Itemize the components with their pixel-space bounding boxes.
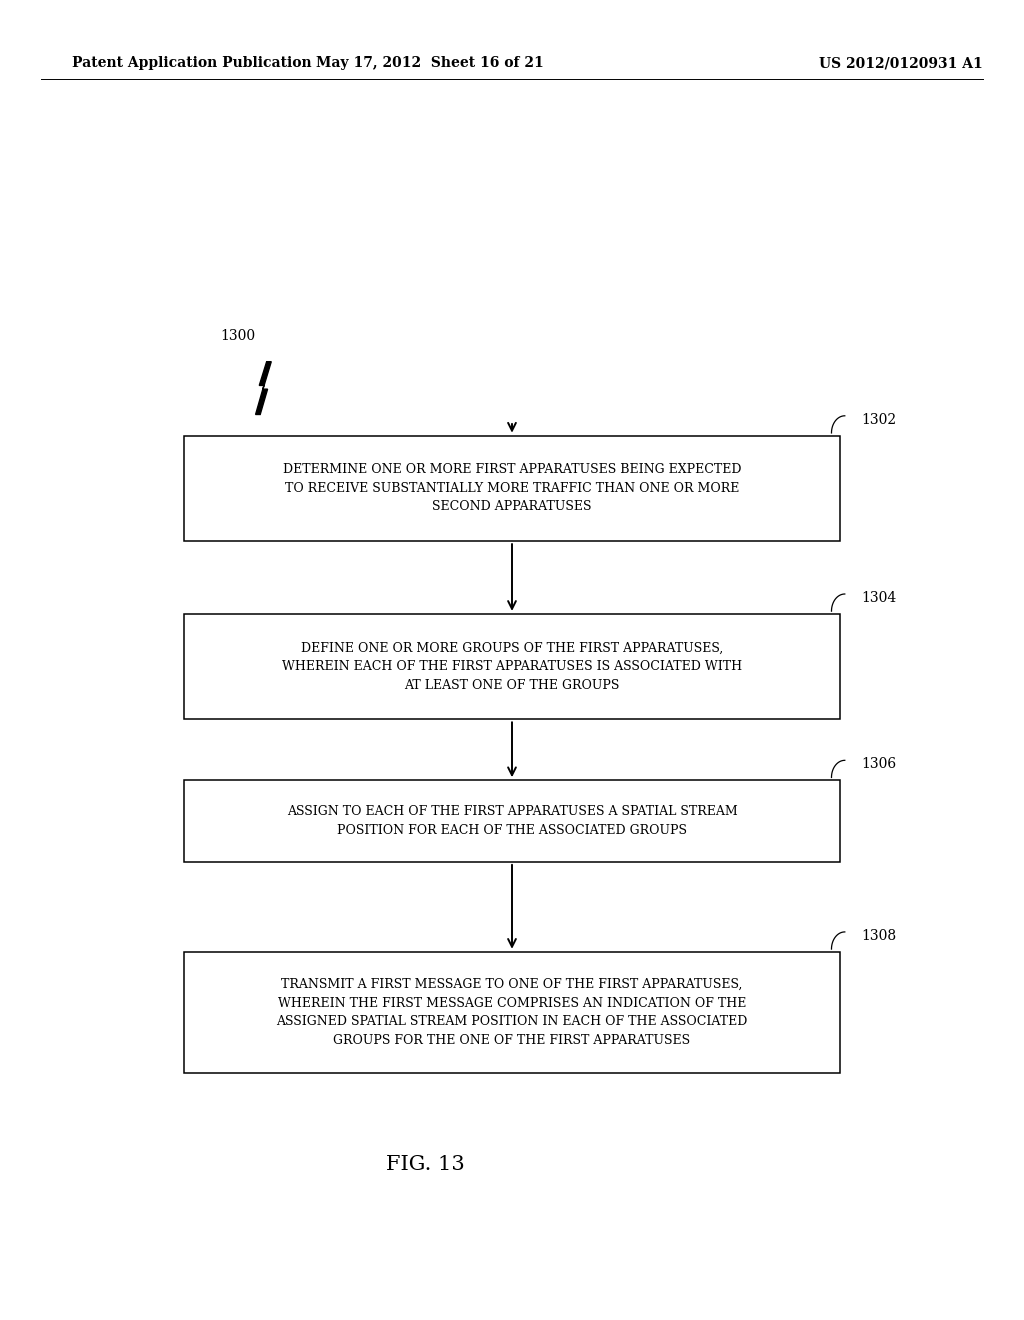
Text: FIG. 13: FIG. 13 [386, 1155, 464, 1173]
FancyBboxPatch shape [184, 614, 840, 719]
Text: US 2012/0120931 A1: US 2012/0120931 A1 [819, 57, 983, 70]
FancyBboxPatch shape [184, 436, 840, 541]
Text: Patent Application Publication: Patent Application Publication [72, 57, 311, 70]
Text: TRANSMIT A FIRST MESSAGE TO ONE OF THE FIRST APPARATUSES,
WHEREIN THE FIRST MESS: TRANSMIT A FIRST MESSAGE TO ONE OF THE F… [276, 978, 748, 1047]
FancyBboxPatch shape [184, 952, 840, 1073]
Text: 1300: 1300 [220, 329, 255, 343]
Text: 1302: 1302 [861, 413, 896, 426]
Text: ASSIGN TO EACH OF THE FIRST APPARATUSES A SPATIAL STREAM
POSITION FOR EACH OF TH: ASSIGN TO EACH OF THE FIRST APPARATUSES … [287, 805, 737, 837]
Text: 1308: 1308 [861, 929, 896, 942]
Text: May 17, 2012  Sheet 16 of 21: May 17, 2012 Sheet 16 of 21 [316, 57, 544, 70]
Polygon shape [256, 362, 271, 414]
Text: DETERMINE ONE OR MORE FIRST APPARATUSES BEING EXPECTED
TO RECEIVE SUBSTANTIALLY : DETERMINE ONE OR MORE FIRST APPARATUSES … [283, 463, 741, 513]
Text: DEFINE ONE OR MORE GROUPS OF THE FIRST APPARATUSES,
WHEREIN EACH OF THE FIRST AP: DEFINE ONE OR MORE GROUPS OF THE FIRST A… [282, 642, 742, 692]
FancyBboxPatch shape [184, 780, 840, 862]
Text: 1306: 1306 [861, 758, 896, 771]
Text: 1304: 1304 [861, 591, 896, 605]
